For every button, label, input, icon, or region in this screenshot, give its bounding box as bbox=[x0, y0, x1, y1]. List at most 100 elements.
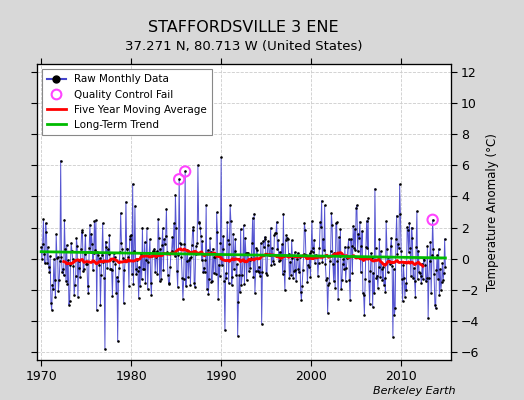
Point bbox=[217, 262, 226, 268]
Point bbox=[64, 257, 72, 263]
Point bbox=[281, 236, 290, 243]
Point bbox=[158, 242, 166, 249]
Point bbox=[354, 248, 362, 254]
Point bbox=[256, 273, 264, 279]
Point bbox=[99, 259, 107, 265]
Point bbox=[386, 261, 394, 268]
Point bbox=[320, 246, 328, 253]
Point bbox=[392, 212, 401, 219]
Point bbox=[416, 270, 424, 276]
Point bbox=[299, 251, 308, 258]
Point bbox=[280, 268, 288, 274]
Point bbox=[428, 252, 436, 258]
Point bbox=[236, 226, 245, 232]
Point bbox=[441, 264, 450, 270]
Point bbox=[418, 260, 427, 267]
Point bbox=[146, 236, 154, 242]
Point bbox=[377, 266, 386, 272]
Point bbox=[366, 268, 375, 274]
Point bbox=[290, 268, 298, 274]
Point bbox=[215, 261, 223, 268]
Text: STAFFORDSVILLE 3 ENE: STAFFORDSVILLE 3 ENE bbox=[148, 20, 339, 35]
Point bbox=[332, 219, 341, 226]
Point bbox=[255, 264, 263, 270]
Point bbox=[431, 305, 440, 311]
Point bbox=[176, 240, 184, 246]
Point bbox=[76, 274, 84, 280]
Point bbox=[175, 176, 183, 182]
Point bbox=[250, 210, 258, 217]
Point bbox=[278, 241, 286, 248]
Point bbox=[198, 257, 206, 264]
Point bbox=[186, 282, 194, 288]
Point bbox=[48, 282, 57, 288]
Point bbox=[173, 268, 181, 274]
Point bbox=[220, 278, 228, 284]
Point bbox=[140, 239, 149, 246]
Point bbox=[154, 216, 162, 222]
Point bbox=[392, 236, 400, 242]
Point bbox=[59, 266, 67, 272]
Point bbox=[303, 279, 312, 285]
Point bbox=[130, 248, 138, 255]
Point bbox=[368, 304, 377, 310]
Point bbox=[436, 266, 444, 272]
Point bbox=[403, 224, 411, 230]
Point bbox=[189, 224, 198, 230]
Point bbox=[111, 261, 119, 267]
Point bbox=[316, 219, 324, 226]
Point bbox=[261, 236, 270, 242]
Point bbox=[343, 255, 352, 261]
Point bbox=[90, 250, 98, 256]
Point bbox=[97, 272, 105, 278]
Point bbox=[68, 248, 76, 254]
Point bbox=[147, 280, 155, 286]
Point bbox=[424, 274, 433, 281]
Point bbox=[229, 230, 237, 237]
Point bbox=[350, 245, 358, 251]
Point bbox=[347, 243, 356, 249]
Point bbox=[342, 278, 350, 284]
Point bbox=[111, 254, 119, 260]
Point bbox=[405, 219, 413, 226]
Point bbox=[293, 250, 302, 256]
Point bbox=[302, 252, 310, 258]
Point bbox=[308, 218, 316, 224]
Point bbox=[74, 258, 83, 264]
Point bbox=[372, 245, 380, 252]
Point bbox=[180, 276, 188, 282]
Point bbox=[397, 247, 406, 254]
Point bbox=[359, 292, 368, 298]
Point bbox=[83, 283, 92, 289]
Point bbox=[257, 321, 266, 327]
Point bbox=[433, 252, 441, 259]
Point bbox=[207, 279, 215, 286]
Point bbox=[219, 245, 227, 252]
Point bbox=[429, 246, 438, 252]
Point bbox=[434, 246, 443, 252]
Point bbox=[116, 210, 125, 216]
Legend: Raw Monthly Data, Quality Control Fail, Five Year Moving Average, Long-Term Tren: Raw Monthly Data, Quality Control Fail, … bbox=[42, 69, 212, 135]
Point bbox=[175, 176, 183, 182]
Point bbox=[70, 292, 79, 298]
Point bbox=[201, 269, 209, 276]
Point bbox=[395, 245, 403, 251]
Point bbox=[71, 273, 80, 279]
Point bbox=[388, 263, 396, 269]
Point bbox=[148, 252, 156, 259]
Point bbox=[396, 211, 405, 217]
Point bbox=[312, 254, 321, 261]
Point bbox=[250, 290, 259, 296]
Point bbox=[438, 278, 446, 285]
Point bbox=[274, 237, 282, 244]
Point bbox=[123, 246, 131, 252]
Point bbox=[288, 254, 297, 261]
Point bbox=[104, 246, 112, 252]
Point bbox=[222, 270, 230, 276]
Point bbox=[178, 275, 187, 281]
Point bbox=[137, 251, 145, 258]
Point bbox=[422, 278, 430, 284]
Point bbox=[183, 247, 192, 254]
Point bbox=[372, 275, 380, 281]
Point bbox=[329, 260, 337, 267]
